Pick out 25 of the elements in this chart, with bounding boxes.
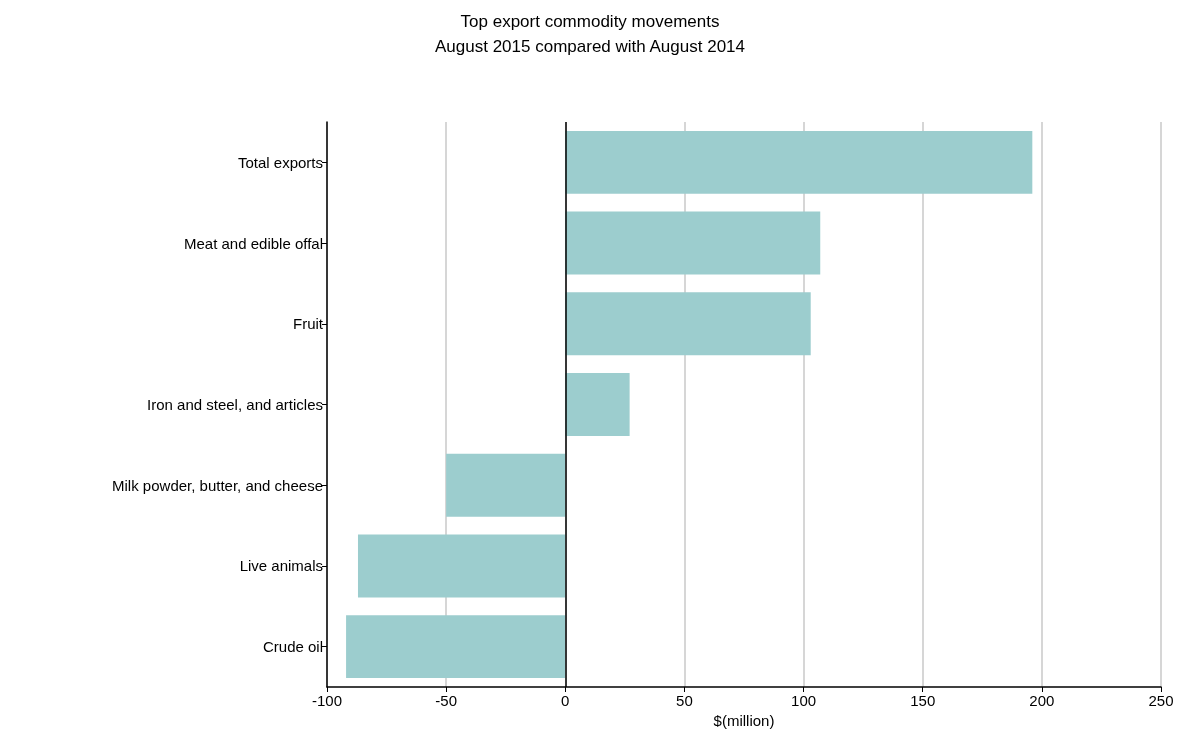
bar: [357, 534, 566, 598]
x-tick-label: -100: [311, 692, 343, 709]
y-tick-label: Fruit: [293, 315, 324, 333]
bar: [565, 211, 821, 275]
x-axis-title: $(million): [713, 711, 775, 729]
x-tick-label: -50: [435, 692, 457, 709]
x-tick-label: 0: [561, 692, 570, 709]
y-tick-label: Crude oil: [262, 638, 323, 656]
bar: [565, 373, 630, 436]
bar: [346, 615, 566, 679]
y-tick-label: Meat and edible offal: [184, 234, 323, 252]
x-tick-label: 50: [676, 692, 693, 709]
bar: [446, 453, 566, 517]
y-tick-label: Live animals: [239, 557, 323, 575]
x-tick-label: 100: [791, 692, 817, 709]
x-tick-label: 150: [910, 692, 936, 709]
bar: [565, 292, 811, 356]
y-tick-label: Iron and steel, and articles: [147, 396, 323, 413]
x-tick-label: 250: [1148, 692, 1174, 709]
y-tick-label: Milk powder, butter, and cheese: [112, 476, 323, 494]
bar: [565, 130, 1033, 194]
x-tick-label: 200: [1029, 692, 1055, 709]
y-tick-label: Total exports: [237, 153, 323, 171]
chart-subtitle: August 2015 compared with August 2014: [435, 37, 745, 56]
chart-title: Top export commodity movements: [460, 12, 720, 31]
